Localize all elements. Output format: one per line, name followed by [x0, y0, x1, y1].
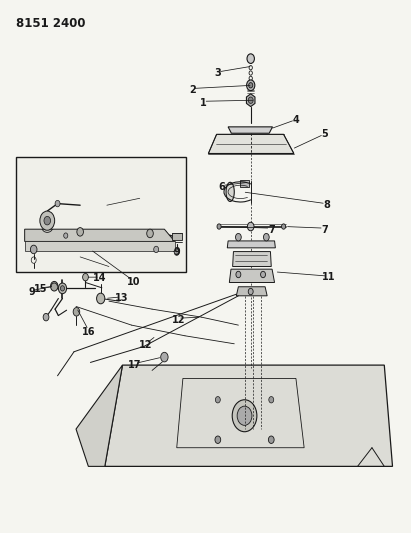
- Text: 11: 11: [322, 272, 335, 282]
- Circle shape: [217, 224, 221, 229]
- Polygon shape: [76, 365, 122, 466]
- Circle shape: [51, 281, 58, 291]
- Text: 12: 12: [172, 315, 185, 325]
- Text: 14: 14: [93, 273, 106, 283]
- Circle shape: [232, 400, 257, 432]
- Circle shape: [73, 308, 80, 316]
- Text: 16: 16: [82, 327, 95, 336]
- Circle shape: [40, 211, 55, 230]
- Text: 15: 15: [35, 284, 48, 294]
- Text: 8: 8: [323, 200, 330, 210]
- Bar: [16, 157, 186, 272]
- Polygon shape: [228, 127, 272, 133]
- Circle shape: [44, 216, 51, 225]
- Circle shape: [269, 397, 274, 403]
- Circle shape: [247, 80, 255, 91]
- Text: 9: 9: [173, 247, 180, 257]
- Circle shape: [174, 249, 179, 255]
- Circle shape: [30, 245, 37, 254]
- Text: 5: 5: [321, 130, 328, 139]
- Polygon shape: [233, 252, 271, 266]
- Circle shape: [248, 97, 253, 103]
- Text: 10: 10: [127, 278, 140, 287]
- Text: 9: 9: [28, 287, 35, 297]
- Polygon shape: [236, 287, 267, 296]
- Circle shape: [247, 54, 254, 63]
- Polygon shape: [105, 365, 393, 466]
- Text: 7: 7: [268, 225, 275, 235]
- Text: 7: 7: [321, 225, 328, 235]
- Circle shape: [268, 436, 274, 443]
- Circle shape: [263, 233, 269, 241]
- Text: 6: 6: [219, 182, 225, 191]
- Circle shape: [97, 293, 105, 304]
- Circle shape: [43, 313, 49, 321]
- Circle shape: [247, 222, 254, 231]
- Circle shape: [147, 229, 153, 238]
- Polygon shape: [25, 241, 175, 251]
- Polygon shape: [229, 269, 275, 282]
- Text: 12: 12: [139, 341, 152, 350]
- Circle shape: [58, 283, 67, 294]
- Circle shape: [77, 228, 83, 236]
- Circle shape: [215, 436, 221, 443]
- Circle shape: [83, 273, 88, 281]
- Text: 17: 17: [128, 360, 141, 369]
- Text: 3: 3: [215, 68, 221, 78]
- Circle shape: [60, 286, 65, 291]
- Circle shape: [64, 233, 68, 238]
- Circle shape: [249, 83, 253, 88]
- Polygon shape: [208, 134, 294, 154]
- Circle shape: [237, 406, 252, 425]
- Circle shape: [215, 397, 220, 403]
- Text: 13: 13: [115, 294, 128, 303]
- Circle shape: [236, 233, 241, 241]
- Text: 4: 4: [293, 115, 299, 125]
- Circle shape: [236, 271, 241, 278]
- Circle shape: [248, 288, 253, 295]
- Polygon shape: [226, 182, 234, 201]
- Text: 2: 2: [189, 85, 196, 95]
- Text: 8151 2400: 8151 2400: [16, 17, 85, 30]
- Polygon shape: [25, 229, 175, 241]
- Circle shape: [154, 246, 159, 253]
- Polygon shape: [240, 180, 249, 187]
- Circle shape: [161, 352, 168, 362]
- Circle shape: [261, 271, 266, 278]
- Text: 1: 1: [200, 98, 207, 108]
- Polygon shape: [247, 94, 255, 107]
- Circle shape: [282, 224, 286, 229]
- Polygon shape: [227, 241, 275, 248]
- Bar: [172, 233, 182, 240]
- Circle shape: [55, 200, 60, 207]
